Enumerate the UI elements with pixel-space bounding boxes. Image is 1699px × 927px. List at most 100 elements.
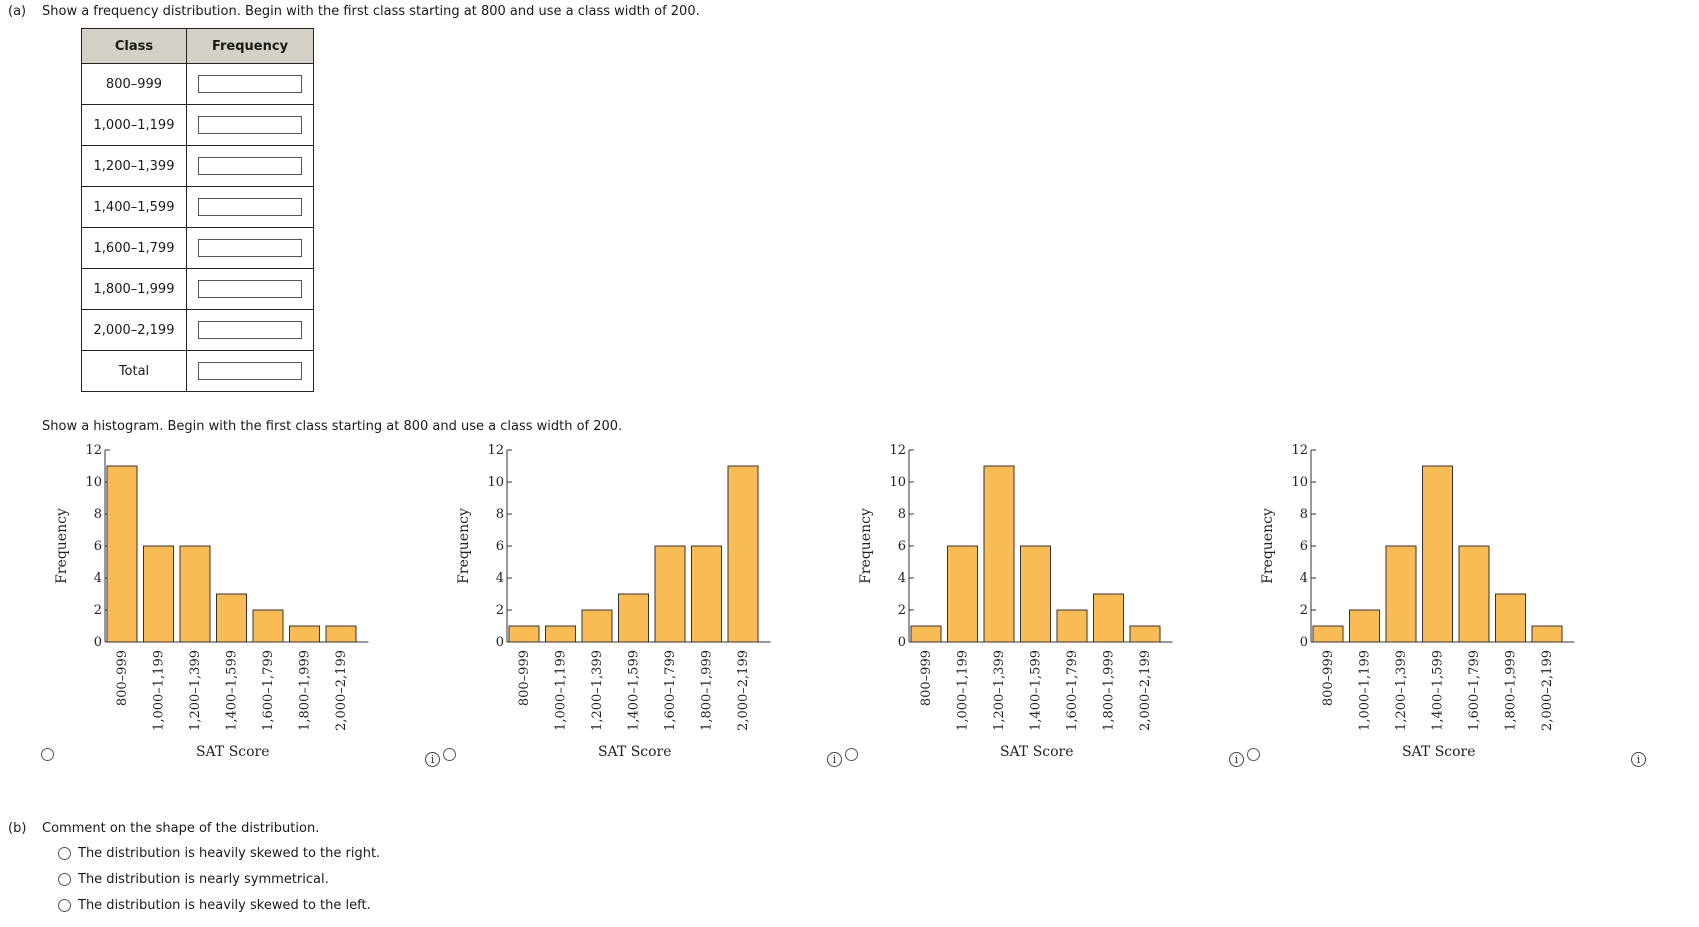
x-tick-label: 1,800–1,999 <box>700 650 715 731</box>
x-tick-label: 1,000–1,199 <box>554 650 569 731</box>
y-tick-label: 2 <box>1300 603 1308 618</box>
x-tick-label: 1,400–1,599 <box>1029 650 1044 731</box>
info-icon[interactable]: i <box>1229 752 1244 767</box>
x-tick-label: 2,000–2,199 <box>1540 650 1555 731</box>
x-axis-label: SAT Score <box>1000 744 1074 760</box>
class-cell: 800–999 <box>81 63 187 105</box>
part-b-prompt: Comment on the shape of the distribution… <box>42 821 320 836</box>
histogram-bar <box>947 545 978 643</box>
x-tick-label: 1,600–1,799 <box>1065 650 1080 731</box>
x-tick-label: 1,800–1,999 <box>1102 650 1117 731</box>
histogram-bar <box>1495 593 1526 643</box>
total-input[interactable] <box>198 362 302 380</box>
y-tick-label: 12 <box>487 443 504 458</box>
histogram-bar <box>654 545 686 643</box>
x-tick-label: 800–999 <box>517 650 532 706</box>
histogram-prompt: Show a histogram. Begin with the first c… <box>42 419 623 434</box>
total-label: Total <box>81 350 187 392</box>
x-tick-label: 1,800–1,999 <box>1504 650 1519 731</box>
class-cell: 1,600–1,799 <box>81 227 187 269</box>
class-cell: 2,000–2,199 <box>81 309 187 351</box>
part-a-prompt: Show a frequency distribution. Begin wit… <box>42 4 700 19</box>
y-tick-label: 8 <box>496 507 504 522</box>
info-icon[interactable]: i <box>425 752 440 767</box>
histogram-bar <box>143 545 174 643</box>
y-tick-label: 6 <box>94 539 102 554</box>
info-icon[interactable]: i <box>1631 752 1646 767</box>
histogram-bar <box>106 465 138 643</box>
frequency-input[interactable] <box>198 321 302 339</box>
part-b-label: (b) <box>8 821 27 836</box>
y-tick-label: 0 <box>1300 635 1308 650</box>
y-tick-label: 12 <box>1291 443 1308 458</box>
histogram-bar <box>179 545 211 643</box>
x-axis-label: SAT Score <box>598 744 672 760</box>
y-axis-label: Frequency <box>1260 508 1276 584</box>
frequency-input[interactable] <box>198 280 302 298</box>
y-tick-label: 4 <box>496 571 504 586</box>
table-row: 1,200–1,399 <box>81 145 314 187</box>
histogram-bar <box>1458 545 1490 643</box>
frequency-input[interactable] <box>198 116 302 134</box>
histogram-bar <box>1422 465 1453 643</box>
y-tick-label: 12 <box>85 443 102 458</box>
y-tick-label: 2 <box>94 603 102 618</box>
info-icon[interactable]: i <box>827 752 842 767</box>
x-tick-label: 800–999 <box>1321 650 1336 706</box>
total-row: Total <box>81 350 314 392</box>
x-tick-label: 2,000–2,199 <box>1138 650 1153 731</box>
histogram-bar <box>1312 625 1344 643</box>
histogram-radio-2[interactable] <box>443 748 456 761</box>
frequency-table: Class Frequency 800–999 1,000–1,199 1,20… <box>81 28 314 392</box>
frequency-input[interactable] <box>198 239 302 257</box>
x-tick-label: 1,600–1,799 <box>261 650 276 731</box>
shape-radio[interactable] <box>58 847 71 860</box>
histogram-bar <box>1349 609 1380 643</box>
shape-option-label: The distribution is heavily skewed to th… <box>78 846 381 861</box>
table-row: 800–999 <box>81 63 314 105</box>
class-cell: 1,800–1,999 <box>81 268 187 310</box>
x-tick-label: 1,000–1,199 <box>1358 650 1373 731</box>
histogram-bar <box>1531 625 1563 643</box>
y-tick-label: 4 <box>1300 571 1308 586</box>
y-tick-label: 0 <box>496 635 504 650</box>
shape-radio[interactable] <box>58 873 71 886</box>
y-tick-label: 10 <box>487 475 504 490</box>
y-tick-label: 8 <box>898 507 906 522</box>
table-row: 1,600–1,799 <box>81 227 314 269</box>
class-cell: 1,000–1,199 <box>81 104 187 146</box>
x-tick-label: 1,000–1,199 <box>956 650 971 731</box>
histogram-bar <box>1385 545 1417 643</box>
frequency-input[interactable] <box>198 75 302 93</box>
histogram-bar <box>325 625 357 643</box>
histogram-radio-1[interactable] <box>41 748 54 761</box>
y-tick-label: 2 <box>898 603 906 618</box>
table-row: 1,000–1,199 <box>81 104 314 146</box>
x-tick-label: 800–999 <box>115 650 130 706</box>
y-tick-label: 10 <box>85 475 102 490</box>
histogram-option-2: 0 2 4 6 8 10 12 Frequency 800–999 1,000–1,199 1,20… <box>456 443 771 760</box>
y-tick-label: 4 <box>94 571 102 586</box>
frequency-input[interactable] <box>198 198 302 216</box>
y-axis-label: Frequency <box>858 508 874 584</box>
part-a-label: (a) <box>8 4 27 19</box>
y-tick-label: 6 <box>1300 539 1308 554</box>
histogram-bar <box>1129 625 1161 643</box>
table-row: 2,000–2,199 <box>81 309 314 351</box>
frequency-input[interactable] <box>198 157 302 175</box>
shape-option-label: The distribution is nearly symmetrical. <box>78 872 329 887</box>
shape-radio[interactable] <box>58 899 71 912</box>
class-header: Class <box>81 28 187 64</box>
x-tick-label: 1,600–1,799 <box>1467 650 1482 731</box>
histogram-bar <box>691 545 722 643</box>
y-axis-label: Frequency <box>456 508 472 584</box>
histogram-radio-4[interactable] <box>1247 748 1260 761</box>
x-tick-label: 800–999 <box>919 650 934 706</box>
x-tick-label: 2,000–2,199 <box>736 650 751 731</box>
histogram-bar <box>727 465 759 643</box>
histogram-option-1: 0 2 4 6 8 10 12 Frequency 800–999 1,000–1,199 1,20… <box>54 443 369 760</box>
x-tick-label: 1,800–1,999 <box>298 650 313 731</box>
histogram-bar <box>216 593 247 643</box>
histogram-radio-3[interactable] <box>845 748 858 761</box>
y-tick-label: 10 <box>1291 475 1308 490</box>
